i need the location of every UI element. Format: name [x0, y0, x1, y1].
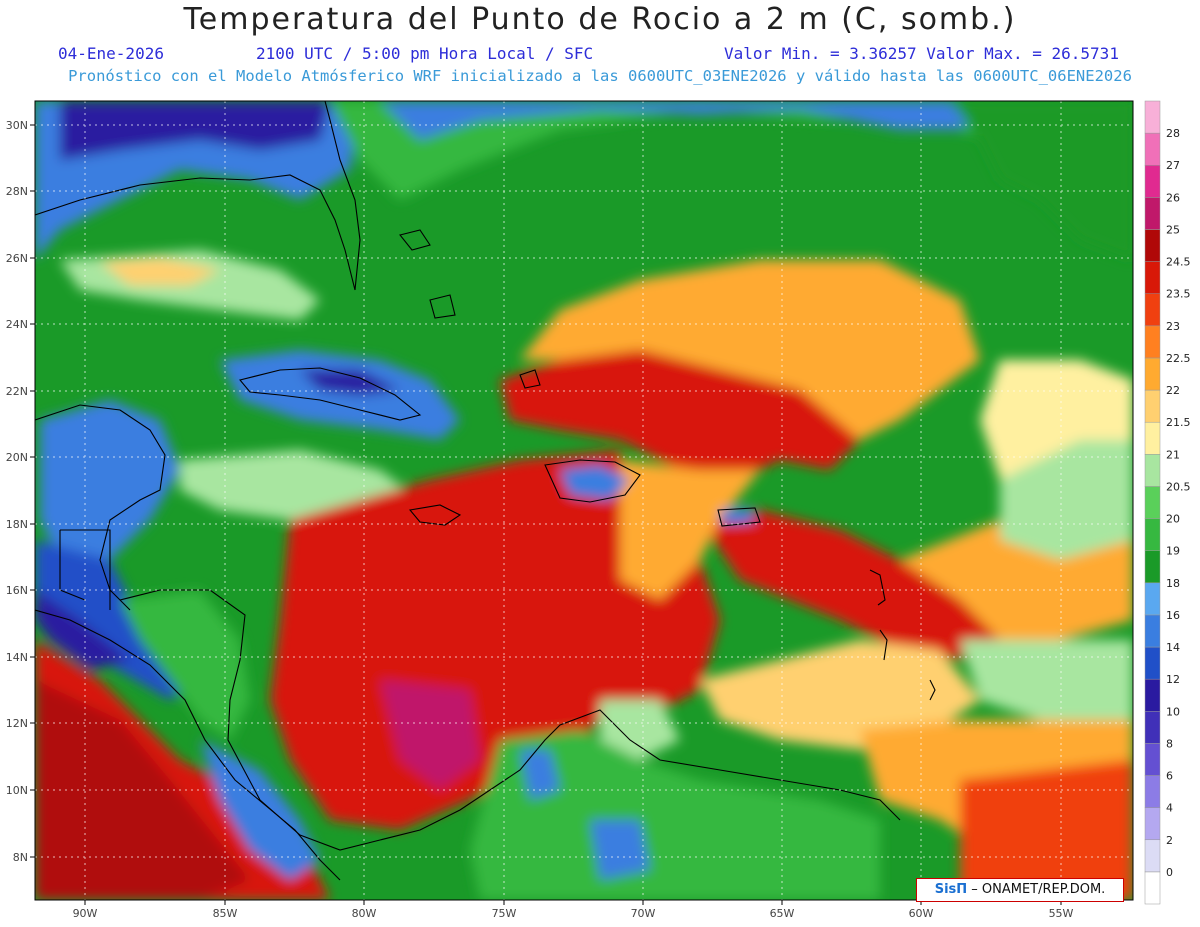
lon-label: 65W [770, 907, 795, 920]
lat-label: 26N [6, 252, 28, 265]
colorbar-swatch [1144, 229, 1161, 262]
lat-label: 28N [6, 185, 28, 198]
colorbar-label: 22.5 [1166, 352, 1191, 365]
colorbar-swatch [1144, 357, 1161, 391]
colorbar-swatch [1144, 100, 1161, 134]
colorbar-label: 4 [1166, 802, 1173, 815]
colorbar-swatch [1144, 711, 1161, 744]
colorbar-label: 23.5 [1166, 288, 1191, 301]
colorbar-label: 16 [1166, 609, 1180, 622]
sis-logo: SisΠ [934, 882, 968, 897]
color-legend: 0 2 4 6 8 10 12 14 16 18 19 20 20.5 21 21.5 22 22.5 23 23.… [1144, 100, 1191, 905]
lat-label: 12N [6, 717, 28, 730]
colorbar-swatch [1144, 486, 1161, 519]
min-max-values: Valor Min. = 3.36257 Valor Max. = 26.573… [724, 44, 1119, 63]
lat-label: 10N [6, 784, 28, 797]
colorbar-label: 20 [1166, 513, 1180, 526]
colorbar-swatch [1144, 261, 1161, 294]
map-title: Temperatura del Punto de Rocio a 2 m (C,… [183, 2, 1017, 37]
colorbar-label: 23 [1166, 320, 1180, 333]
colorbar-label: 14 [1166, 641, 1180, 654]
colorbar-label: 12 [1166, 673, 1180, 686]
colorbar-swatch [1144, 389, 1161, 423]
lon-label: 85W [213, 907, 238, 920]
lat-label: 8N [13, 851, 28, 864]
colorbar-label: 6 [1166, 770, 1173, 783]
lon-label: 80W [352, 907, 377, 920]
colorbar-label: 0 [1166, 866, 1173, 879]
lat-label: 22N [6, 385, 28, 398]
forecast-date: 04-Ene-2026 [58, 44, 164, 63]
colorbar-label: 27 [1166, 159, 1180, 172]
lon-label: 55W [1049, 907, 1074, 920]
lat-label: 24N [6, 318, 28, 331]
colorbar-swatch [1144, 775, 1161, 808]
colorbar-label: 2 [1166, 834, 1173, 847]
colorbar-swatch [1144, 421, 1161, 455]
lon-label: 70W [631, 907, 656, 920]
colorbar-label: 22 [1166, 384, 1180, 397]
lat-axis: 30N 28N 26N 24N 22N 20N 18N 16N 14N 12N … [6, 119, 28, 864]
colorbar-swatch [1144, 325, 1161, 359]
lon-label: 75W [492, 907, 517, 920]
colorbar-label: 8 [1166, 737, 1173, 750]
lat-label: 18N [6, 518, 28, 531]
colorbar-label: 25 [1166, 223, 1180, 236]
colorbar-swatch [1144, 646, 1161, 680]
colorbar-swatch [1144, 197, 1161, 230]
colorbar-label: 28 [1166, 127, 1180, 140]
colorbar-swatch [1144, 839, 1161, 873]
colorbar-label: 19 [1166, 545, 1180, 558]
colorbar-swatch [1144, 678, 1161, 712]
colorbar-label: 18 [1166, 577, 1180, 590]
colorbar-swatch [1144, 132, 1161, 166]
colorbar-swatch [1144, 454, 1161, 487]
colorbar-label: 24.5 [1166, 256, 1191, 269]
lat-label: 16N [6, 584, 28, 597]
colorbar-swatch [1144, 743, 1161, 776]
gridlines [35, 101, 1133, 900]
model-info: Pronóstico con el Modelo Atmósferico WRF… [68, 67, 1132, 85]
shaded-field [35, 101, 1133, 900]
credit-text: – ONAMET/REP.DOM. [967, 882, 1106, 897]
map-frame [34, 100, 1134, 901]
colorbar-swatch [1144, 871, 1161, 905]
forecast-time: 2100 UTC / 5:00 pm Hora Local / SFC [256, 44, 594, 63]
colorbar-label: 20.5 [1166, 480, 1191, 493]
colorbar-label: 21.5 [1166, 416, 1191, 429]
colorbar-label: 10 [1166, 705, 1180, 718]
colorbar-label: 26 [1166, 191, 1180, 204]
lat-ticks [30, 124, 35, 858]
colorbar-swatch [1144, 614, 1161, 648]
colorbar-swatch [1144, 164, 1161, 198]
lat-label: 20N [6, 451, 28, 464]
colorbar-swatch [1144, 582, 1161, 616]
coastlines [35, 101, 936, 881]
colorbar-label: 21 [1166, 448, 1180, 461]
colorbar-swatch [1144, 518, 1161, 551]
colorbar-swatch [1144, 293, 1161, 327]
lon-label: 60W [909, 907, 934, 920]
lon-label: 90W [73, 907, 98, 920]
lat-label: 30N [6, 119, 28, 132]
lat-label: 14N [6, 651, 28, 664]
credit-badge: SisΠ – ONAMET/REP.DOM. [916, 878, 1124, 902]
lon-axis: 90W 85W 80W 75W 70W 65W 60W 55W [73, 907, 1074, 920]
colorbar-swatch [1144, 550, 1161, 584]
lon-ticks [84, 900, 1062, 905]
colorbar-swatch [1144, 807, 1161, 841]
